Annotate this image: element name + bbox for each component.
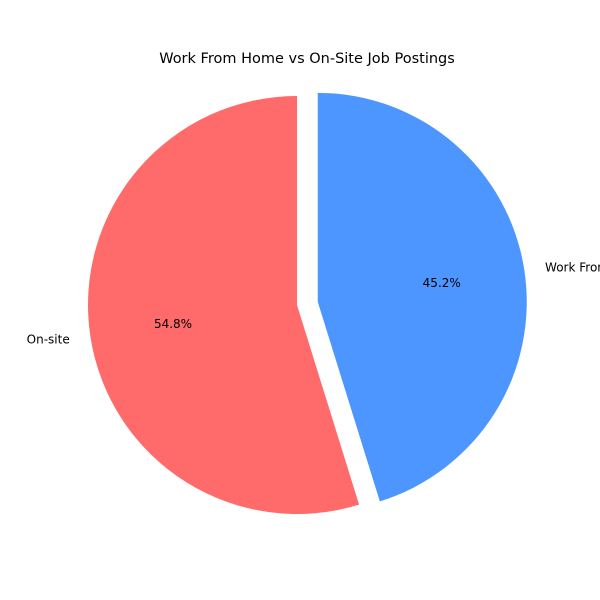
pie-slice-percent-label: 45.2% [423,276,461,290]
pie-slice-work-from-home [317,92,527,502]
pie-slice-percent-label: 54.8% [154,317,192,331]
pie-slice-category-label: Work From Home [545,260,600,274]
pie-slice-category-label: On-site [27,333,70,347]
chart-title: Work From Home vs On-Site Job Postings [159,51,455,67]
pie-slices [87,92,527,514]
pie-labels: 45.2% Work From Home 54.8% On-site [27,260,600,346]
pie-slice-on-site [87,96,360,514]
